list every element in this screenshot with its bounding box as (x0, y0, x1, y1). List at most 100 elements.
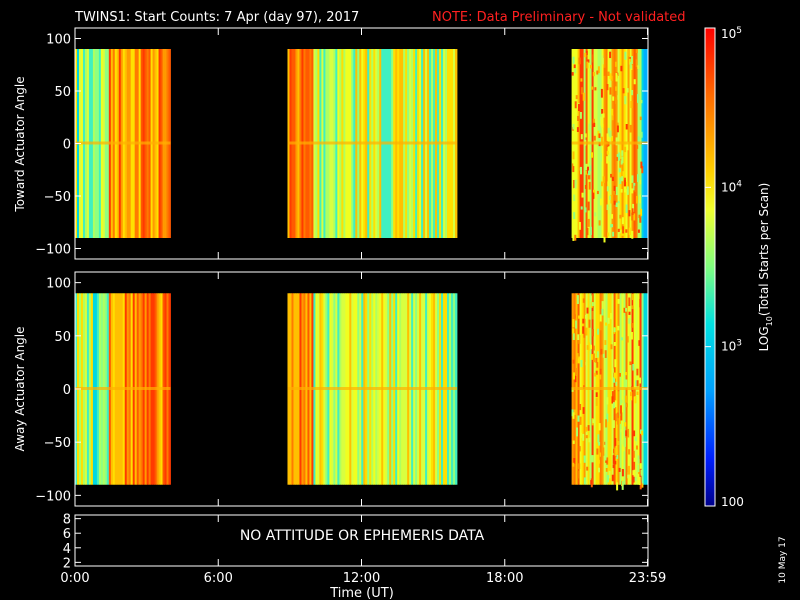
heat-cell (572, 56, 575, 64)
heat-cell (582, 433, 585, 441)
heat-cell (616, 482, 619, 491)
heat-cell (621, 176, 624, 182)
heat-cell (583, 477, 586, 485)
colorbar-tick-label: 103 (721, 339, 742, 354)
heat-cell (619, 158, 622, 168)
heat-cell (635, 59, 638, 68)
heat-cell (576, 427, 578, 437)
heat-cell (617, 299, 620, 304)
heat-cell (614, 61, 617, 67)
heat-cell (580, 360, 583, 368)
panel-away-xticks (74, 272, 649, 506)
heat-cell (590, 480, 593, 485)
heat-cell (613, 327, 616, 333)
heat-cell (602, 113, 605, 118)
heat-cell (633, 388, 636, 397)
panel-toward-ylabel: Toward Actuator Angle (13, 76, 27, 212)
heat-cell (621, 439, 624, 445)
heat-cell (572, 359, 575, 364)
heat-cell (571, 72, 574, 76)
heat-cell (592, 118, 595, 124)
heat-cell (630, 332, 633, 340)
heat-cell (583, 455, 586, 463)
heat-cell (611, 214, 613, 219)
y-tick-label: −100 (35, 243, 71, 258)
heat-cell (638, 340, 641, 346)
heat-cell (591, 455, 594, 463)
heat-cell (637, 65, 640, 69)
heat-cell (628, 465, 630, 475)
heat-cell (595, 230, 598, 238)
heat-cell (597, 459, 600, 464)
heat-cell (592, 353, 595, 363)
colorbar-tick-label: 104 (721, 179, 742, 194)
heat-cell (580, 166, 582, 175)
heat-cell (621, 217, 624, 225)
heat-cell (585, 327, 588, 336)
colorbar-tick-label: 100 (721, 495, 744, 509)
heat-cell (622, 171, 625, 177)
heat-cell (620, 399, 623, 404)
heat-cell (634, 185, 637, 192)
heat-cell (628, 49, 631, 57)
heat-cell (594, 87, 597, 91)
heat-cell (606, 413, 609, 422)
heat-cell (582, 298, 585, 303)
heat-cell (631, 305, 634, 310)
y-tick-label: 2 (63, 556, 71, 571)
heat-cell (625, 307, 628, 312)
heat-cell (629, 472, 632, 480)
figure-title: TWINS1: Start Counts: 7 Apr (day 97), 20… (74, 10, 359, 25)
heat-cell (626, 186, 629, 195)
heat-cell (613, 377, 615, 383)
heat-cell (614, 359, 617, 368)
heat-cell (631, 90, 634, 96)
heat-cell (617, 203, 620, 210)
heat-cell (600, 88, 603, 98)
heat-cell (631, 208, 634, 216)
heat-cell (615, 73, 618, 82)
heat-cell (599, 198, 602, 206)
heat-cell (624, 186, 627, 193)
heat-cell (631, 323, 634, 328)
heat-cell (628, 210, 631, 217)
heat-cell (599, 374, 602, 380)
heat-cell (607, 127, 610, 137)
heat-cell (605, 419, 608, 428)
date-stamp: 10 May 17 (778, 536, 788, 583)
heat-cell (587, 342, 590, 351)
heat-cell (586, 345, 589, 350)
heat-cell (617, 95, 620, 100)
heat-cell (573, 187, 576, 194)
heat-cell (602, 353, 605, 358)
heat-cell (591, 86, 593, 90)
heat-cell (591, 329, 594, 337)
heat-cell (615, 97, 618, 104)
heat-cell (616, 417, 619, 425)
colorbar-ticks: 105 104 103 100 (705, 26, 744, 509)
heat-cell (610, 313, 613, 320)
heat-cell (599, 314, 602, 323)
heat-cell (608, 470, 611, 479)
heat-cell (636, 195, 639, 204)
heat-cell (615, 448, 618, 455)
heat-cell (585, 435, 588, 439)
heat-cell (612, 420, 615, 428)
heat-cell (596, 351, 599, 358)
heat-cell (640, 131, 643, 138)
heat-cell (624, 395, 627, 403)
heat-cell (613, 342, 616, 346)
y-tick-label: 50 (54, 330, 71, 345)
x-tick-label: 23:59 (629, 571, 666, 586)
heat-cell (591, 300, 594, 307)
heat-cell (597, 328, 599, 335)
heat-cell (633, 430, 636, 437)
heat-cell (618, 152, 621, 161)
heat-cell (585, 362, 588, 366)
heat-cell (606, 204, 609, 211)
heat-cell (607, 317, 610, 324)
heat-cell (596, 362, 599, 368)
heat-cell (594, 212, 597, 217)
heat-cell (607, 181, 610, 187)
heat-cell (615, 86, 618, 91)
